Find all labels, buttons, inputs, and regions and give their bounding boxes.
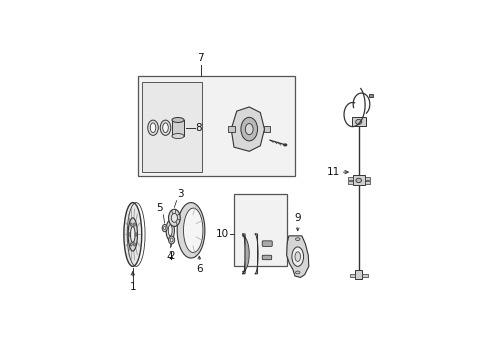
Ellipse shape	[130, 243, 132, 246]
Ellipse shape	[135, 233, 137, 236]
Bar	[263, 126, 269, 132]
Text: 10: 10	[215, 229, 228, 239]
Bar	[142, 82, 201, 172]
Bar	[368, 94, 372, 97]
Bar	[364, 181, 369, 184]
Bar	[172, 120, 183, 136]
Polygon shape	[286, 236, 308, 278]
Bar	[347, 181, 352, 184]
Ellipse shape	[168, 225, 172, 236]
Bar	[352, 175, 364, 185]
Ellipse shape	[291, 247, 303, 266]
Bar	[138, 76, 294, 176]
Ellipse shape	[294, 252, 300, 261]
Ellipse shape	[163, 123, 168, 132]
Polygon shape	[177, 203, 204, 258]
Ellipse shape	[295, 271, 299, 274]
Text: 3: 3	[177, 189, 183, 199]
Ellipse shape	[128, 233, 130, 236]
Text: 11: 11	[326, 167, 339, 177]
Bar	[361, 274, 367, 276]
Ellipse shape	[166, 220, 174, 240]
Ellipse shape	[162, 225, 167, 232]
Ellipse shape	[283, 144, 286, 146]
Polygon shape	[231, 107, 264, 151]
Ellipse shape	[160, 120, 170, 135]
Bar	[228, 126, 234, 132]
Text: 8: 8	[195, 123, 202, 133]
Ellipse shape	[130, 223, 132, 226]
Bar	[347, 177, 352, 180]
Text: 6: 6	[196, 264, 202, 274]
Text: 1: 1	[129, 283, 136, 292]
Bar	[349, 274, 355, 276]
Ellipse shape	[128, 218, 137, 251]
Ellipse shape	[133, 243, 135, 246]
FancyBboxPatch shape	[262, 241, 272, 246]
Bar	[355, 270, 361, 279]
Ellipse shape	[171, 213, 177, 222]
Text: 4: 4	[166, 252, 173, 262]
Ellipse shape	[123, 203, 142, 266]
Polygon shape	[183, 208, 203, 252]
Ellipse shape	[172, 117, 183, 122]
Ellipse shape	[355, 178, 361, 183]
Bar	[351, 117, 365, 126]
Ellipse shape	[355, 120, 361, 125]
FancyBboxPatch shape	[262, 255, 271, 260]
Polygon shape	[242, 236, 249, 272]
Ellipse shape	[172, 134, 183, 139]
Ellipse shape	[150, 123, 156, 132]
Polygon shape	[254, 234, 258, 274]
Polygon shape	[242, 234, 245, 274]
Ellipse shape	[170, 238, 173, 242]
Ellipse shape	[130, 226, 135, 242]
Ellipse shape	[163, 226, 165, 230]
Ellipse shape	[168, 236, 174, 244]
Text: 9: 9	[294, 213, 301, 223]
Text: 2: 2	[168, 251, 175, 261]
Text: 7: 7	[197, 53, 203, 63]
Ellipse shape	[147, 120, 158, 135]
Text: 5: 5	[156, 203, 163, 213]
Ellipse shape	[168, 209, 180, 226]
Bar	[364, 177, 369, 180]
Ellipse shape	[241, 117, 257, 141]
Bar	[233, 194, 286, 266]
Ellipse shape	[295, 238, 299, 240]
Ellipse shape	[245, 123, 253, 135]
Ellipse shape	[133, 223, 135, 226]
